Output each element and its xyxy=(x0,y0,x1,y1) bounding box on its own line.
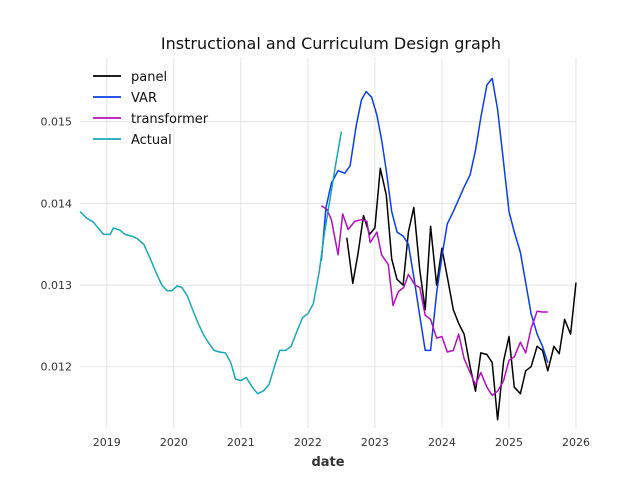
x-tick-label: 2022 xyxy=(294,436,322,449)
legend-label: VAR xyxy=(131,91,157,106)
x-tick-label: 2025 xyxy=(495,436,523,449)
legend-label: Actual xyxy=(131,133,172,148)
chart-title: Instructional and Curriculum Design grap… xyxy=(161,34,501,53)
x-tick-label: 2020 xyxy=(160,436,188,449)
series-line-transformer xyxy=(320,205,548,397)
x-tick-label: 2021 xyxy=(227,436,255,449)
series-line-actual xyxy=(79,131,343,395)
series-line-var xyxy=(320,77,549,363)
x-tick-label: 2019 xyxy=(93,436,121,449)
y-tick-label: 0.013 xyxy=(41,279,73,292)
x-axis-title: date xyxy=(311,455,344,470)
y-tick-label: 0.012 xyxy=(41,361,73,374)
grid xyxy=(80,58,577,428)
x-axis: 2019 2020 2021 2022 2023 2024 2025 2026 xyxy=(93,436,590,449)
y-tick-label: 0.014 xyxy=(41,197,73,210)
x-tick-label: 2023 xyxy=(361,436,389,449)
y-axis: 0.012 0.013 0.014 0.015 xyxy=(41,116,73,374)
legend-label: panel xyxy=(131,70,167,85)
series-line-panel xyxy=(346,167,577,421)
y-tick-label: 0.015 xyxy=(41,116,73,129)
x-tick-label: 2026 xyxy=(562,436,590,449)
plot-area xyxy=(79,77,577,421)
x-tick-label: 2024 xyxy=(428,436,456,449)
legend: panel VAR transformer Actual xyxy=(93,70,209,148)
legend-label: transformer xyxy=(131,112,209,127)
